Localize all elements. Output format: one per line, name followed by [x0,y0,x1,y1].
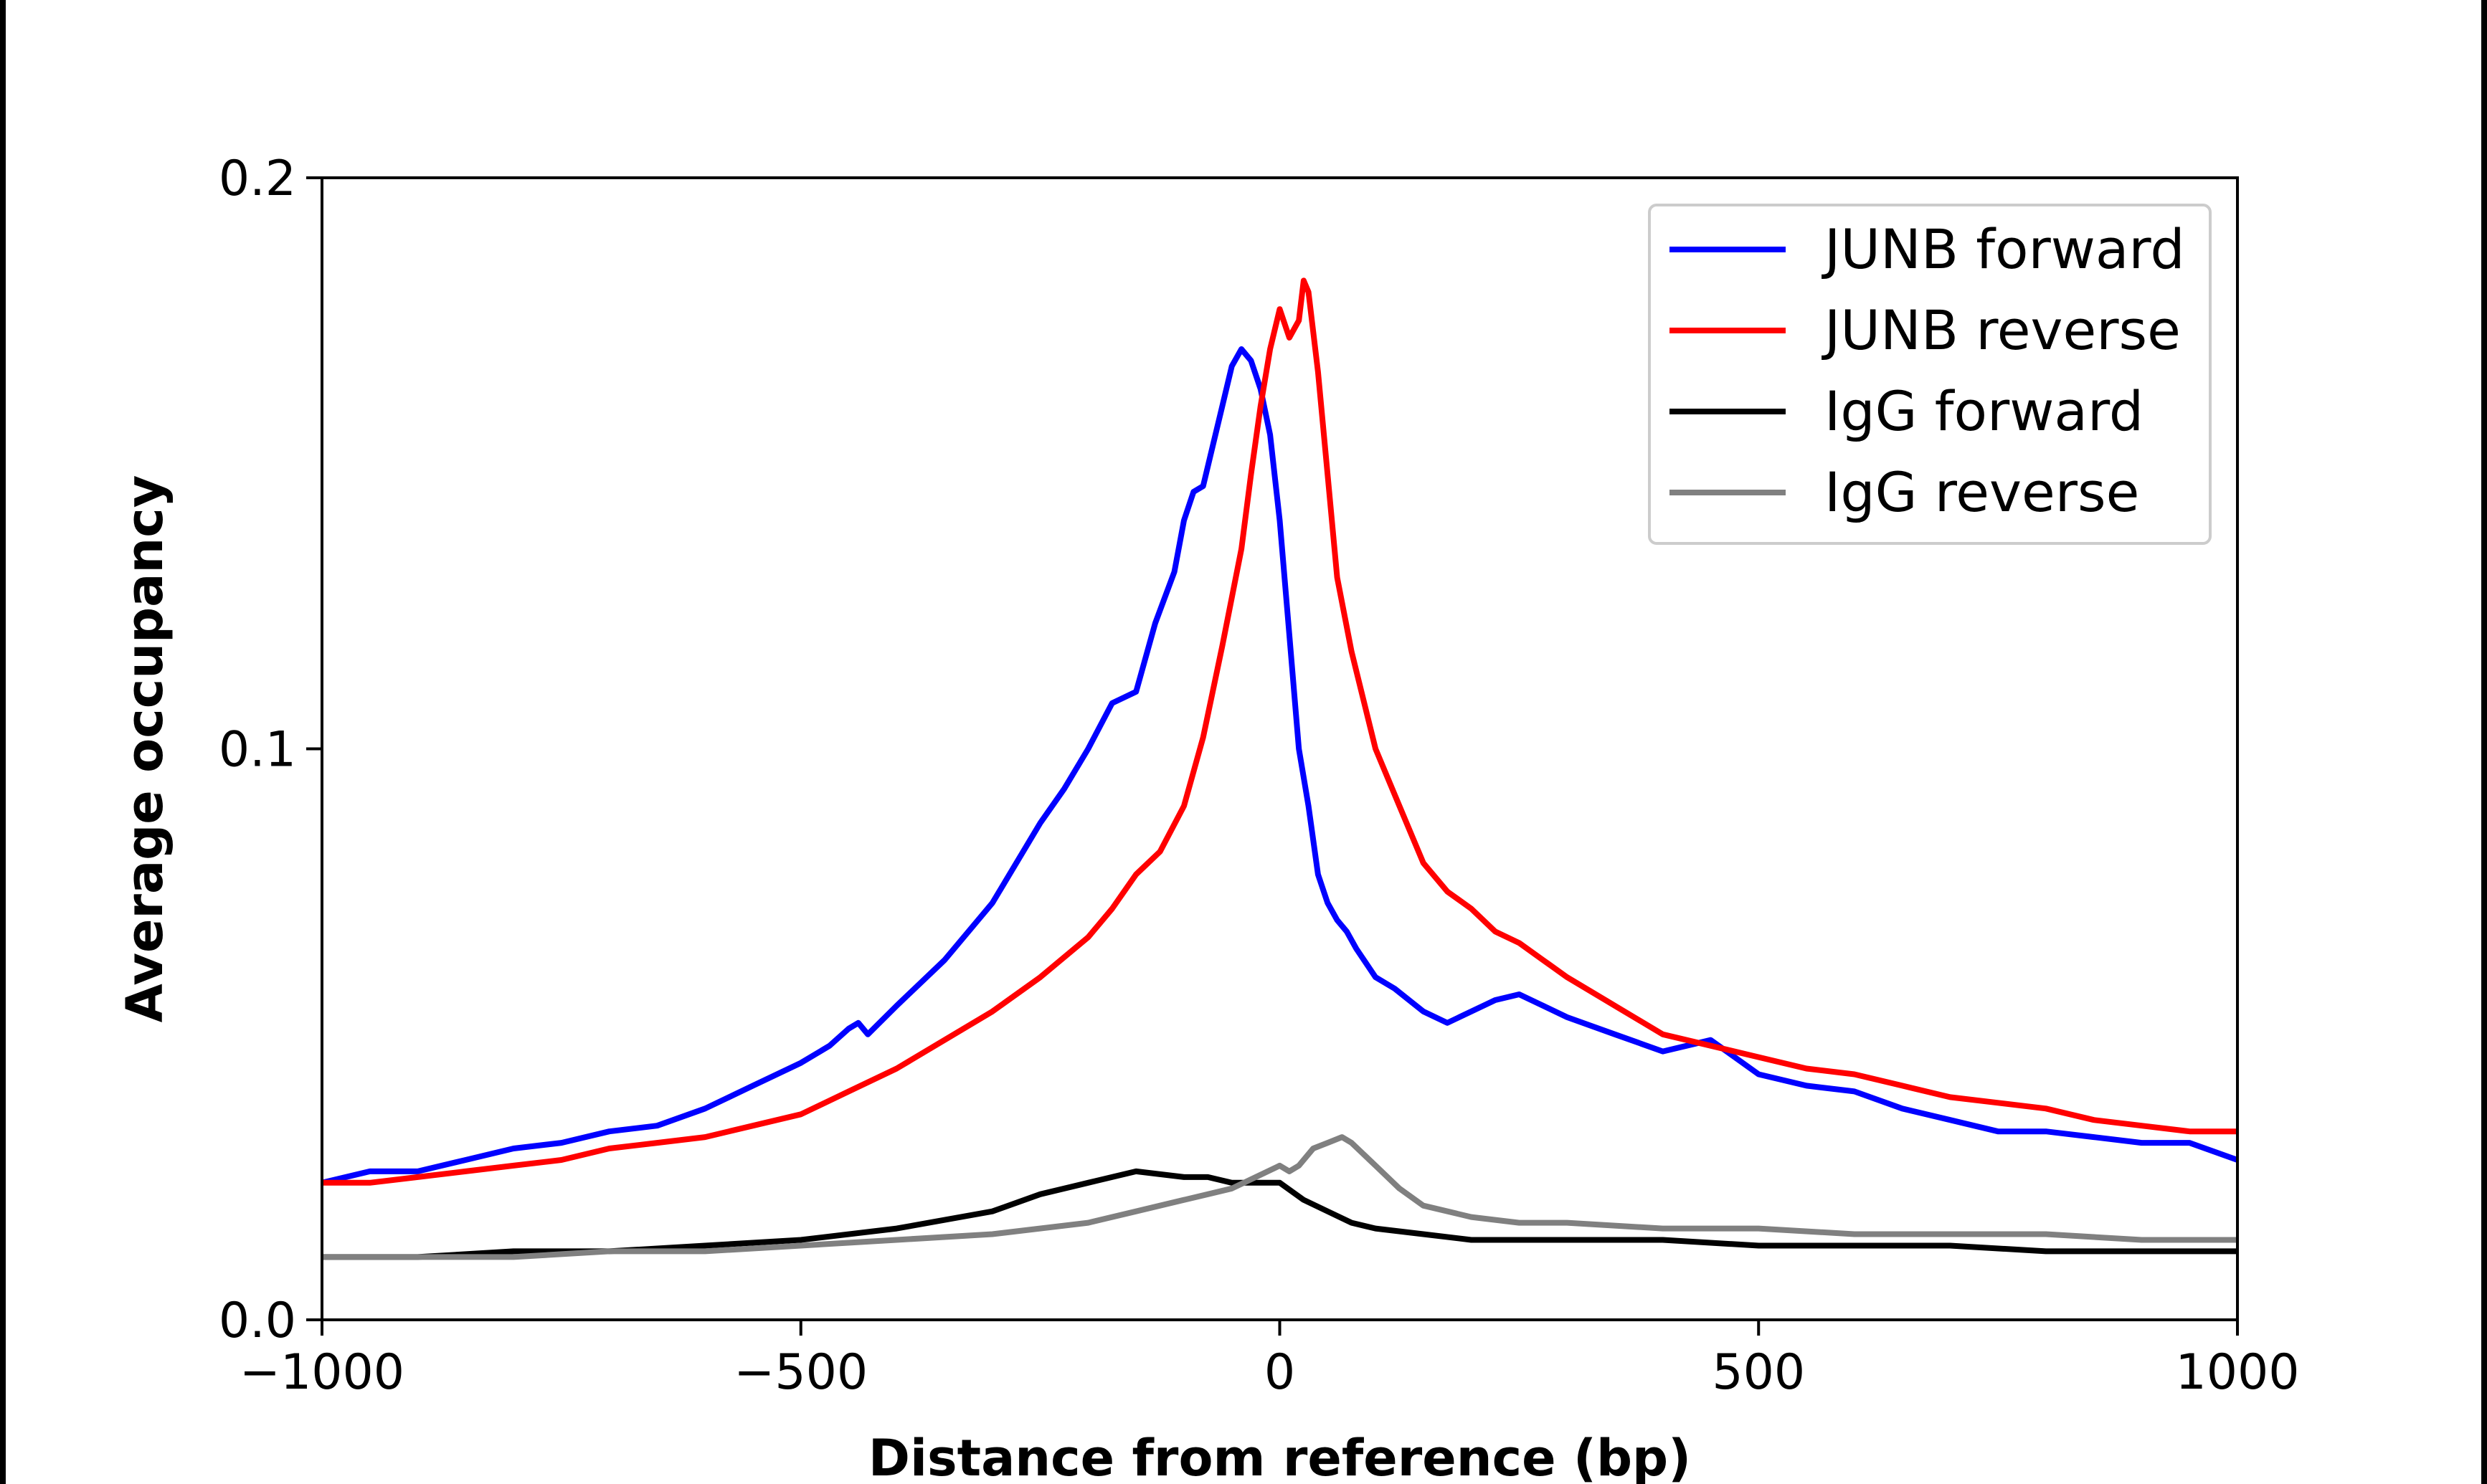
legend-box [1648,204,2212,545]
series-layer [321,277,2239,1260]
legend: JUNB forward JUNB reverse IgG forward IgG r… [1648,204,2212,545]
legend-entry: IgG forward [1824,379,2143,443]
y-tick-label: 0.1 [219,722,296,779]
x-tick-label: −500 [734,1344,868,1401]
y-tick-label: 0.0 [219,1293,296,1349]
y-axis-title: Average occupancy [115,475,174,1023]
series-line-2 [322,277,2237,1186]
x-axis: −1000 −500 0 500 1000 [240,1320,2300,1401]
x-tick-label: 1000 [2175,1344,2299,1401]
legend-entry: IgG reverse [1824,460,2139,524]
y-tick-label: 0.2 [219,151,296,207]
x-tick-label: 0 [1264,1344,1295,1401]
y-axis: 0.0 0.1 0.2 [219,151,322,1349]
series-line-4 [322,1134,2237,1260]
series-line-3 [322,1168,2237,1260]
x-tick-label: −1000 [240,1344,404,1401]
x-tick-label: 500 [1712,1344,1805,1401]
x-axis-title: Distance from reference (bp) [868,1429,1691,1484]
line-chart: −1000 −500 0 500 1000 0.0 0.1 0.2 Distance fro… [115,151,2300,1484]
legend-entry: JUNB forward [1822,217,2185,281]
legend-entry: JUNB reverse [1822,298,2181,362]
